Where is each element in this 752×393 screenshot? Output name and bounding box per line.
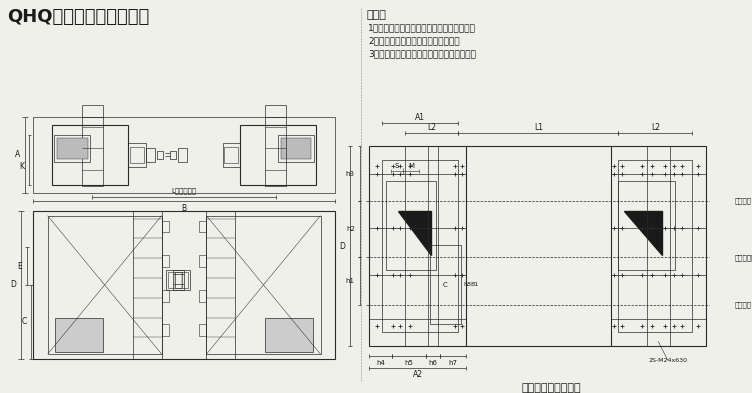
Text: A1: A1 — [415, 113, 426, 122]
Text: h4: h4 — [376, 360, 385, 366]
Bar — [618, 160, 693, 332]
Text: 3、卷扬机支撑形式为两支点和三支点两种。: 3、卷扬机支撑形式为两支点和三支点两种。 — [368, 50, 476, 59]
Bar — [199, 325, 206, 336]
Text: M: M — [409, 163, 415, 169]
Text: L2: L2 — [427, 123, 436, 132]
Text: B1: B1 — [471, 283, 479, 287]
Bar — [277, 134, 314, 162]
Text: L吊点中心距: L吊点中心距 — [171, 187, 196, 194]
Bar — [611, 147, 705, 346]
Bar — [240, 125, 316, 185]
Bar — [162, 255, 169, 267]
Text: E: E — [17, 262, 22, 271]
Bar — [224, 147, 238, 163]
Bar — [206, 211, 235, 359]
Text: h5: h5 — [405, 360, 414, 366]
Text: D: D — [339, 242, 345, 251]
Polygon shape — [624, 211, 662, 255]
Bar — [382, 160, 459, 332]
Bar — [199, 220, 206, 233]
Bar — [618, 181, 675, 270]
Bar — [55, 318, 103, 352]
Bar — [146, 148, 155, 162]
Bar — [265, 117, 287, 186]
Text: L2: L2 — [650, 123, 660, 132]
Bar — [130, 147, 144, 163]
Text: 2、启闭阀门时，水流平顺，震动小。: 2、启闭阀门时，水流平顺，震动小。 — [368, 37, 459, 46]
Text: 卷筒中线: 卷筒中线 — [734, 198, 751, 204]
Bar — [53, 125, 129, 185]
Bar — [170, 151, 176, 159]
Bar — [82, 117, 103, 186]
Bar — [387, 181, 435, 270]
Bar — [157, 151, 162, 159]
Text: 电机中线: 电机中线 — [734, 301, 751, 308]
Bar — [162, 325, 169, 336]
Text: h8: h8 — [463, 283, 471, 287]
Text: 中间轴中线: 中间轴中线 — [734, 254, 752, 261]
Bar — [199, 255, 206, 267]
Bar — [175, 272, 188, 288]
Text: 说明：: 说明： — [366, 10, 386, 20]
Text: S: S — [395, 163, 399, 169]
Text: C: C — [443, 282, 447, 288]
Text: 基　础　布　置　图: 基 础 布 置 图 — [522, 383, 581, 393]
Bar — [162, 220, 169, 233]
Text: C: C — [21, 317, 26, 326]
Text: h3: h3 — [346, 171, 355, 176]
Text: D: D — [11, 280, 17, 289]
Text: h7: h7 — [449, 360, 458, 366]
Bar — [178, 148, 187, 162]
Text: 1、主要用于水利水电工程中启闭弧型闸门。: 1、主要用于水利水电工程中启闭弧型闸门。 — [368, 24, 476, 33]
Text: QHQ型弧门卷扬式启闭机: QHQ型弧门卷扬式启闭机 — [8, 8, 150, 26]
Bar — [33, 117, 335, 193]
Text: A2: A2 — [413, 371, 423, 379]
Text: L1: L1 — [534, 123, 543, 132]
Bar — [168, 272, 182, 288]
Bar — [206, 216, 320, 354]
Bar — [129, 143, 146, 167]
Text: 2S-M24x630: 2S-M24x630 — [648, 358, 687, 363]
Bar — [33, 211, 335, 359]
Bar — [430, 245, 461, 325]
Bar — [199, 290, 206, 302]
Bar — [280, 138, 311, 159]
Bar — [173, 270, 190, 290]
Text: B: B — [181, 204, 186, 213]
Text: h6: h6 — [429, 360, 438, 366]
Bar — [369, 147, 466, 346]
Text: A: A — [15, 150, 20, 159]
Bar — [265, 318, 313, 352]
Text: K: K — [20, 162, 25, 171]
Bar — [162, 290, 169, 302]
Text: h1: h1 — [346, 278, 355, 284]
Text: h2: h2 — [346, 226, 355, 232]
Bar — [166, 270, 183, 290]
Bar — [57, 138, 87, 159]
Bar — [47, 216, 162, 354]
Bar — [133, 211, 162, 359]
Bar — [223, 143, 240, 167]
Bar — [54, 134, 90, 162]
Polygon shape — [398, 211, 431, 255]
